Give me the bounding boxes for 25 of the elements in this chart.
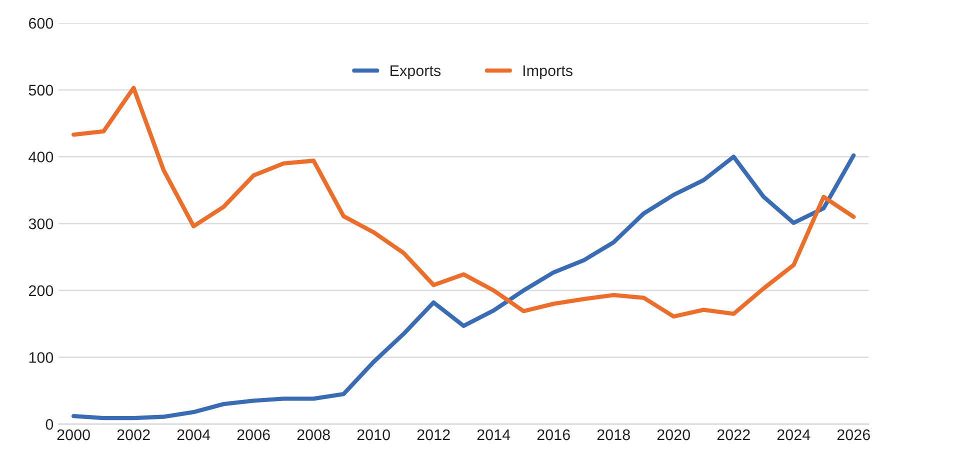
y-tick-label: 400 <box>28 152 54 162</box>
x-tick-label: 2024 <box>777 429 810 440</box>
x-tick-label: 2010 <box>357 429 390 440</box>
y-tick-label: 200 <box>28 285 54 296</box>
x-tick-label: 2020 <box>657 429 690 440</box>
x-tick-label: 2014 <box>477 429 510 440</box>
y-tick-label: 300 <box>28 218 54 230</box>
y-tick-label: 100 <box>29 352 54 363</box>
x-tick-label: 2016 <box>537 429 570 440</box>
legend-label: Exports <box>390 65 441 80</box>
line-series <box>71 153 856 420</box>
x-tick-label: 2008 <box>297 429 330 440</box>
y-tick-label: 500 <box>28 84 54 96</box>
x-tick-label: 2006 <box>237 429 270 440</box>
y-tick-label: 0 <box>46 418 54 430</box>
x-tick-label: 2026 <box>837 429 870 440</box>
legend-label: Imports <box>523 65 572 80</box>
line-series <box>71 86 856 319</box>
x-tick-label: 2004 <box>177 429 210 440</box>
x-tick-label: 2018 <box>597 429 630 440</box>
y-tick-label: 600 <box>28 18 54 29</box>
x-tick-label: 2012 <box>417 429 450 440</box>
x-tick-label: 2000 <box>57 429 90 440</box>
x-tick-label: 2022 <box>717 429 750 440</box>
x-tick-label: 2002 <box>117 429 150 440</box>
